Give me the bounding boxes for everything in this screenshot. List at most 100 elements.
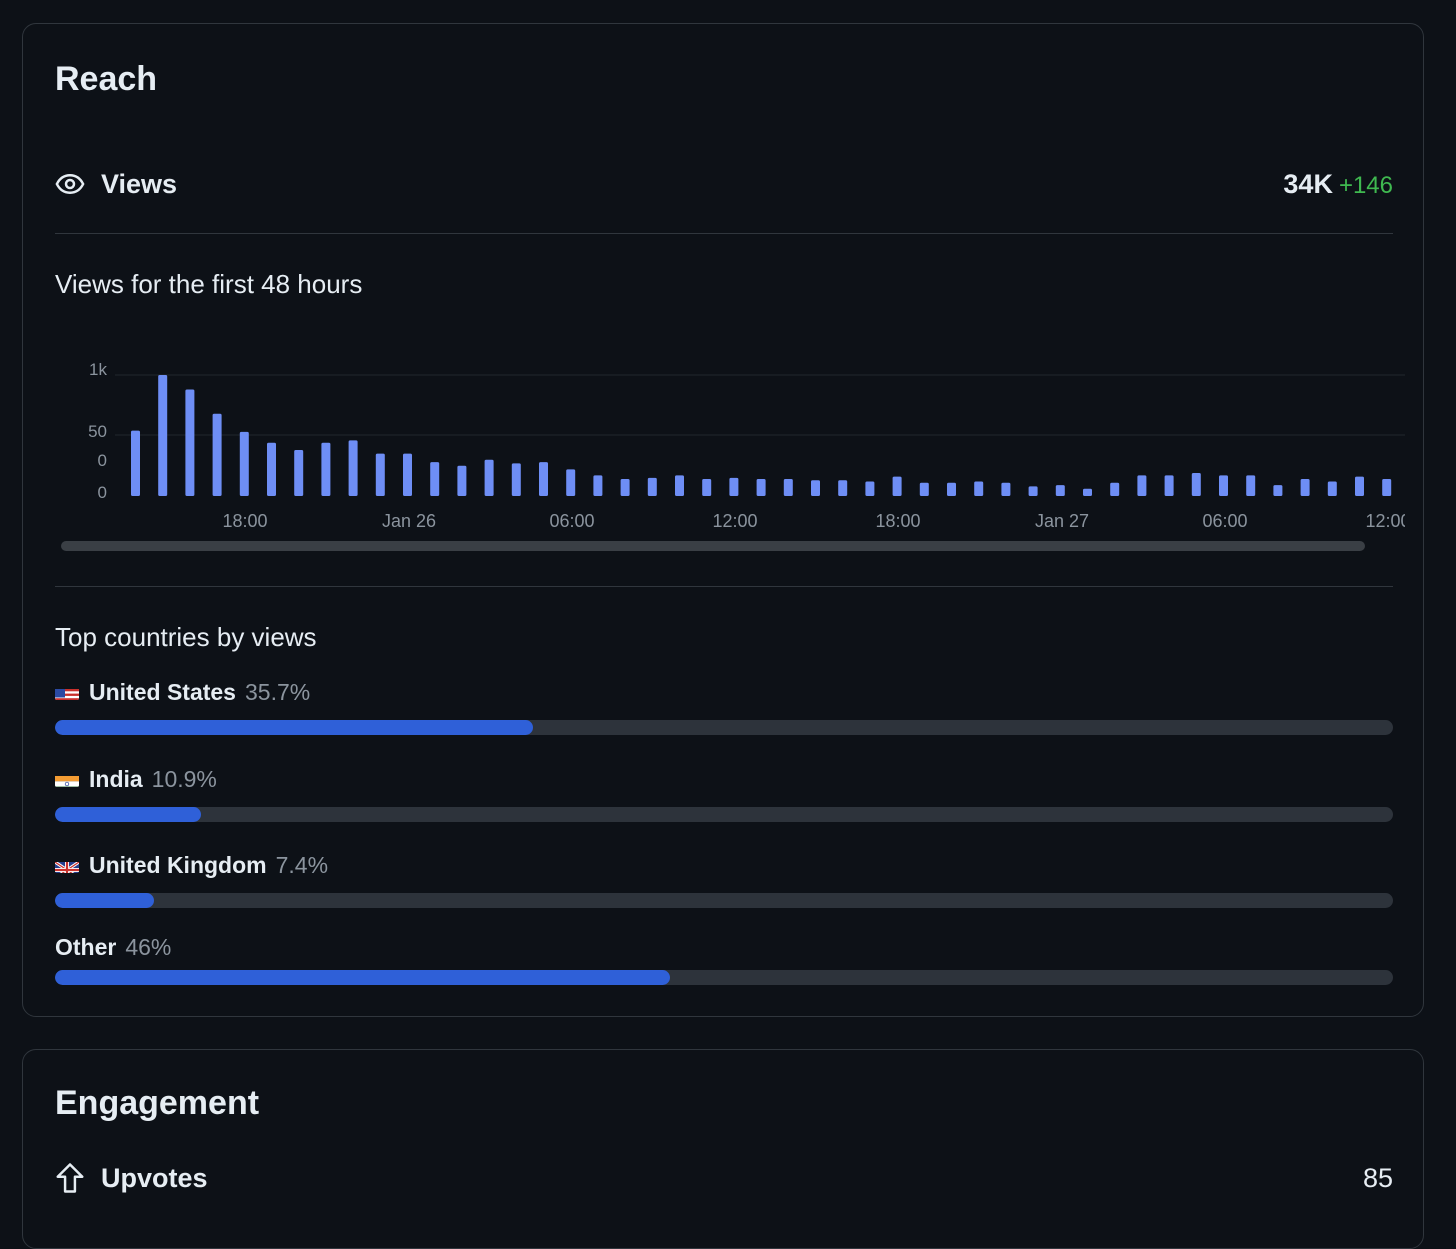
chart-bar bbox=[675, 475, 684, 496]
eye-icon bbox=[55, 168, 87, 200]
upvotes-row: Upvotes 85 bbox=[55, 1158, 1393, 1198]
country-percent: 46% bbox=[125, 934, 171, 961]
chart-bar bbox=[865, 481, 874, 496]
chart-bar bbox=[1355, 477, 1364, 496]
chart-bar bbox=[593, 475, 602, 496]
upvotes-label: Upvotes bbox=[101, 1163, 208, 1194]
views-row: Views 34K+146 bbox=[55, 164, 1393, 204]
country-bar-fill bbox=[55, 893, 154, 908]
views-chart: 1k 50 0 0 18:00 Jan 26 06:00 12:00 18:00 Jan 27 06… bbox=[45, 349, 1405, 529]
country-bar-fill bbox=[55, 807, 201, 822]
arrow-up-icon bbox=[55, 1162, 87, 1194]
chart-bar bbox=[1056, 485, 1065, 496]
engagement-title: Engagement bbox=[55, 1084, 259, 1123]
chart-title: Views for the first 48 hours bbox=[55, 269, 362, 300]
upvotes-value: 85 bbox=[1363, 1163, 1393, 1194]
chart-bar bbox=[838, 480, 847, 496]
y-tick-label: 1k bbox=[89, 360, 107, 379]
chart-bar bbox=[974, 481, 983, 496]
x-tick-label: 12:00 bbox=[1365, 511, 1405, 529]
views-label: Views bbox=[101, 169, 177, 200]
chart-bar bbox=[729, 478, 738, 496]
chart-bar bbox=[702, 479, 711, 496]
country-name: United States bbox=[89, 679, 236, 706]
india-flag-icon bbox=[55, 771, 79, 787]
chart-bar bbox=[1001, 483, 1010, 496]
countries-title: Top countries by views bbox=[55, 622, 317, 653]
country-row: Other 46% bbox=[55, 932, 1393, 962]
chart-bar bbox=[1301, 479, 1310, 496]
country-bar-fill bbox=[55, 720, 533, 735]
chart-bar bbox=[920, 483, 929, 496]
engagement-card: Engagement Upvotes 85 bbox=[22, 1049, 1424, 1249]
chart-bar bbox=[158, 375, 167, 496]
chart-bar bbox=[430, 462, 439, 496]
country-bar-fill bbox=[55, 970, 670, 985]
chart-bar bbox=[1137, 475, 1146, 496]
chart-bar bbox=[1029, 486, 1038, 496]
country-bar-track bbox=[55, 970, 1393, 985]
chart-bar bbox=[131, 431, 140, 496]
chart-bar bbox=[267, 443, 276, 496]
chart-bar bbox=[457, 466, 466, 496]
divider bbox=[55, 586, 1393, 587]
country-name: Other bbox=[55, 934, 116, 961]
x-tick-label: 18:00 bbox=[222, 511, 267, 529]
views-value-group: 34K+146 bbox=[1283, 169, 1393, 200]
chart-bar bbox=[1110, 483, 1119, 496]
country-name: India bbox=[89, 766, 143, 793]
chart-bar bbox=[539, 462, 548, 496]
country-row: India 10.9% bbox=[55, 764, 1393, 794]
y-tick-label: 0 bbox=[98, 483, 107, 502]
country-bar-track bbox=[55, 720, 1393, 735]
country-name: United Kingdom bbox=[89, 852, 267, 879]
country-bar-track bbox=[55, 893, 1393, 908]
country-percent: 35.7% bbox=[245, 679, 310, 706]
country-percent: 7.4% bbox=[276, 852, 328, 879]
chart-bar bbox=[784, 479, 793, 496]
chart-bar bbox=[1192, 473, 1201, 496]
chart-bar bbox=[566, 469, 575, 496]
x-tick-label: Jan 26 bbox=[382, 511, 436, 529]
chart-bar bbox=[321, 443, 330, 496]
country-row: United Kingdom 7.4% bbox=[55, 850, 1393, 880]
chart-bar bbox=[1083, 489, 1092, 496]
chart-bar bbox=[893, 477, 902, 496]
us-flag-icon bbox=[55, 684, 79, 700]
chart-bar bbox=[648, 478, 657, 496]
x-tick-label: 12:00 bbox=[712, 511, 757, 529]
chart-bar bbox=[485, 460, 494, 496]
chart-bar bbox=[240, 432, 249, 496]
x-tick-label: 06:00 bbox=[549, 511, 594, 529]
chart-bar bbox=[1273, 485, 1282, 496]
chart-bar bbox=[1165, 475, 1174, 496]
chart-bar bbox=[376, 454, 385, 496]
chart-bar bbox=[294, 450, 303, 496]
chart-bar bbox=[213, 414, 222, 496]
chart-bar bbox=[811, 480, 820, 496]
chart-scrollbar[interactable] bbox=[61, 541, 1365, 551]
chart-bar bbox=[403, 454, 412, 496]
chart-bar bbox=[349, 440, 358, 496]
reach-title: Reach bbox=[55, 60, 157, 99]
country-percent: 10.9% bbox=[152, 766, 217, 793]
chart-bar bbox=[947, 483, 956, 496]
chart-bar bbox=[621, 479, 630, 496]
y-tick-label: 0 bbox=[98, 451, 107, 470]
uk-flag-icon bbox=[55, 857, 79, 873]
country-bar-track bbox=[55, 807, 1393, 822]
x-tick-label: 06:00 bbox=[1202, 511, 1247, 529]
x-tick-label: 18:00 bbox=[875, 511, 920, 529]
reach-card: Reach Views 34K+146 Views for the first … bbox=[22, 23, 1424, 1017]
chart-bar bbox=[185, 390, 194, 496]
chart-bar bbox=[512, 463, 521, 496]
chart-bar bbox=[1246, 475, 1255, 496]
y-tick-label: 50 bbox=[88, 422, 107, 441]
chart-bar bbox=[757, 479, 766, 496]
views-value: 34K bbox=[1283, 169, 1333, 199]
x-tick-label: Jan 27 bbox=[1035, 511, 1089, 529]
chart-bar bbox=[1328, 481, 1337, 496]
chart-bar bbox=[1219, 475, 1228, 496]
chart-bar bbox=[1382, 479, 1391, 496]
views-delta: +146 bbox=[1339, 172, 1393, 199]
